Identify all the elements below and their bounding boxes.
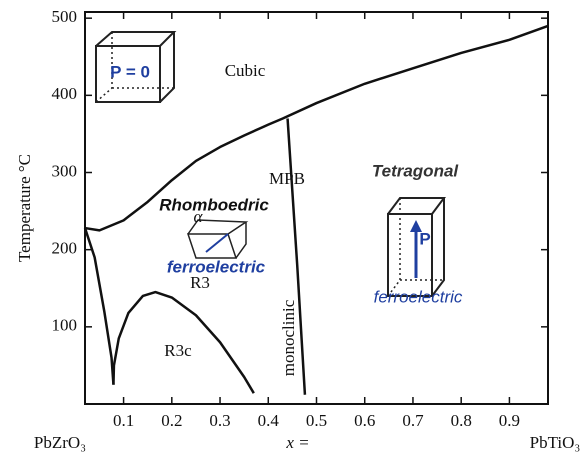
x-axis-label: x = bbox=[285, 433, 309, 452]
tetragonal-cell-icon bbox=[388, 198, 444, 296]
annotation: PbZrO₃ bbox=[34, 433, 86, 452]
x-tick-label: 0.4 bbox=[258, 411, 280, 430]
y-tick-label: 500 bbox=[52, 7, 78, 26]
annotation: Rhomboedric bbox=[159, 195, 269, 214]
x-tick-label: 0.9 bbox=[499, 411, 520, 430]
y-tick-label: 200 bbox=[52, 239, 78, 258]
x-tick-label: 0.2 bbox=[161, 411, 182, 430]
x-tick-label: 0.7 bbox=[402, 411, 424, 430]
x-tick-label: 0.6 bbox=[354, 411, 375, 430]
annotation: R3 bbox=[190, 273, 210, 292]
annotation: PbTiO₃ bbox=[530, 433, 581, 452]
x-tick-label: 0.8 bbox=[451, 411, 472, 430]
x-tick-label: 0.5 bbox=[306, 411, 327, 430]
annotation: R3c bbox=[164, 341, 192, 360]
y-axis-label: Temperature °C bbox=[15, 154, 34, 262]
annotation: monoclinic bbox=[279, 299, 298, 376]
annotation: α bbox=[194, 207, 204, 226]
annotation: ferroelectric bbox=[167, 257, 266, 276]
annotation: P bbox=[419, 229, 430, 248]
phase-boundary bbox=[85, 228, 113, 385]
annotation: Tetragonal bbox=[372, 161, 460, 180]
annotation: P = 0 bbox=[110, 62, 150, 81]
x-tick-label: 0.1 bbox=[113, 411, 134, 430]
annotation: ferroelectric bbox=[374, 287, 463, 306]
chart: Temperature °C x = 100 200 300 400 500 0.1 0.2… bbox=[0, 0, 585, 458]
y-tick-label: 300 bbox=[52, 161, 78, 180]
annotation: Cubic bbox=[225, 61, 266, 80]
y-tick-label: 100 bbox=[52, 316, 78, 335]
y-tick-label: 400 bbox=[52, 84, 78, 103]
plot-frame bbox=[85, 12, 548, 404]
annotation: MPB bbox=[269, 169, 305, 188]
x-tick-label: 0.3 bbox=[209, 411, 230, 430]
phase-boundary bbox=[85, 26, 548, 230]
